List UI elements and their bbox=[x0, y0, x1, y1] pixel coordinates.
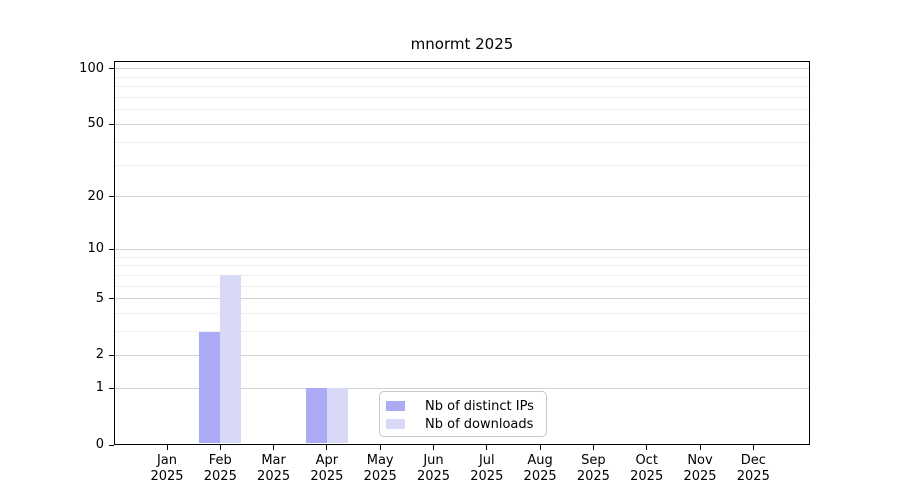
x-axis-tick bbox=[166, 445, 168, 450]
y-axis-tick bbox=[108, 68, 114, 70]
y-axis-tick-label: 20 bbox=[87, 188, 104, 204]
legend-label-distinct-ips: Nb of distinct IPs bbox=[425, 398, 534, 414]
x-axis-tick-label: Oct 2025 bbox=[630, 453, 664, 484]
minor-gridline bbox=[115, 96, 809, 98]
y-axis-tick-label: 100 bbox=[79, 60, 104, 76]
legend-swatch-distinct-ips-icon bbox=[386, 401, 405, 411]
x-axis-tick bbox=[379, 445, 381, 450]
x-axis-tick bbox=[539, 445, 541, 450]
minor-gridline bbox=[115, 285, 809, 287]
bar-downloads bbox=[326, 388, 348, 444]
minor-gridline bbox=[115, 86, 809, 88]
major-gridline bbox=[115, 123, 809, 125]
bar-distinct-ips bbox=[305, 388, 327, 444]
y-axis-tick-label: 0 bbox=[95, 437, 104, 452]
x-axis-tick-label: Jan 2025 bbox=[150, 453, 184, 484]
minor-gridline bbox=[115, 76, 809, 78]
x-axis-tick-label: Feb 2025 bbox=[203, 453, 237, 484]
y-axis-tick bbox=[108, 444, 114, 446]
x-axis-tick bbox=[699, 445, 701, 450]
x-axis-tick bbox=[433, 445, 434, 450]
minor-gridline bbox=[115, 274, 809, 276]
x-axis-tick-label: Aug 2025 bbox=[523, 453, 557, 484]
x-axis-tick bbox=[592, 445, 594, 450]
x-axis-tick bbox=[752, 445, 754, 450]
minor-gridline bbox=[115, 164, 809, 166]
major-gridline bbox=[115, 387, 809, 389]
chart-title: mnormt 2025 bbox=[410, 35, 514, 53]
minor-gridline bbox=[115, 313, 809, 315]
legend-swatch-downloads-icon bbox=[386, 419, 405, 429]
x-axis-tick-label: Jun 2025 bbox=[416, 453, 451, 484]
x-axis-tick-label: May 2025 bbox=[363, 453, 397, 484]
x-axis-tick bbox=[219, 445, 221, 450]
major-gridline bbox=[115, 298, 809, 300]
x-axis-tick-label: Sep 2025 bbox=[576, 453, 610, 484]
x-axis-tick-label: Mar 2025 bbox=[257, 453, 291, 484]
major-gridline bbox=[115, 354, 809, 356]
x-axis-tick bbox=[273, 445, 275, 450]
x-axis-tick bbox=[326, 445, 328, 450]
bar-downloads bbox=[220, 275, 242, 444]
x-axis-tick-label: Dec 2025 bbox=[736, 453, 770, 484]
y-axis-tick-label: 2 bbox=[95, 347, 104, 363]
minor-gridline bbox=[115, 256, 809, 258]
x-axis-tick-label: Nov 2025 bbox=[683, 453, 717, 484]
minor-gridline bbox=[115, 109, 809, 111]
legend-label-downloads: Nb of downloads bbox=[425, 416, 534, 432]
y-axis-tick bbox=[108, 387, 114, 389]
major-gridline bbox=[115, 68, 809, 70]
y-axis-tick bbox=[108, 354, 114, 356]
x-axis-tick bbox=[646, 445, 648, 450]
y-axis-tick-label: 10 bbox=[87, 241, 104, 257]
bar-distinct-ips bbox=[199, 331, 221, 444]
y-axis-tick-label: 1 bbox=[95, 380, 104, 396]
minor-gridline bbox=[115, 331, 809, 333]
y-axis-tick bbox=[108, 196, 114, 198]
y-axis-tick-label: 50 bbox=[87, 116, 104, 132]
x-axis-tick-label: Apr 2025 bbox=[310, 453, 344, 484]
minor-gridline bbox=[115, 265, 809, 267]
y-axis-tick bbox=[108, 248, 114, 250]
legend-item-distinct-ips: Nb of distinct IPs bbox=[380, 397, 546, 415]
x-axis-tick bbox=[486, 445, 488, 450]
legend: Nb of distinct IPs Nb of downloads bbox=[379, 391, 547, 437]
major-gridline bbox=[115, 248, 809, 250]
y-axis-tick bbox=[108, 298, 114, 300]
legend-item-downloads: Nb of downloads bbox=[380, 415, 546, 433]
y-axis-tick-label: 5 bbox=[95, 290, 104, 306]
major-gridline bbox=[115, 196, 809, 198]
x-axis-tick-label: Jul 2025 bbox=[470, 453, 504, 484]
minor-gridline bbox=[115, 141, 809, 143]
y-axis-tick bbox=[108, 123, 114, 125]
